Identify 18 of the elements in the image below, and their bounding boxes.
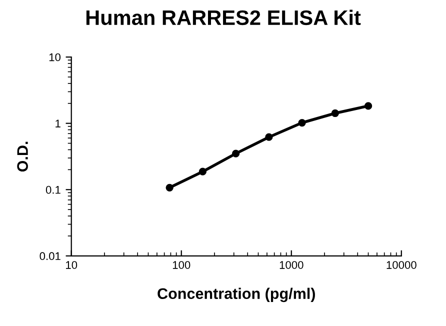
point: [298, 118, 306, 127]
x-tick-label: 100: [172, 261, 190, 269]
x-tick-label: 1000: [280, 261, 304, 269]
x-axis-title: Concentration (pg/ml): [158, 288, 315, 302]
y-tick-label: 10: [49, 53, 61, 62]
point: [166, 184, 174, 192]
y-tick-label: 0.01: [40, 252, 60, 260]
chart-title: Human RARRES2 ELISA Kit: [86, 10, 361, 26]
y-tick-label: 1: [56, 120, 60, 128]
point: [232, 150, 240, 158]
point: [331, 109, 339, 118]
y-axis-title: O.D.: [17, 142, 28, 172]
point: [364, 102, 372, 110]
x-tick-label: 10000: [386, 261, 416, 269]
point: [198, 168, 207, 176]
point: [265, 133, 273, 141]
y-tick-label: 0.1: [46, 186, 60, 194]
x-tick-label: 10: [66, 261, 78, 269]
